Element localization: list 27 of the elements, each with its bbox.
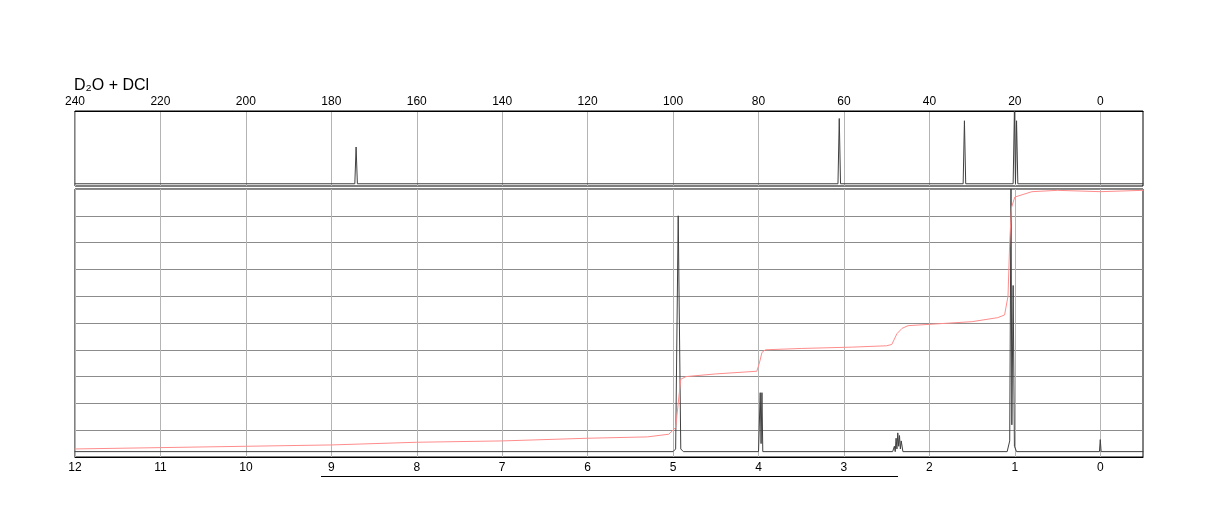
x-tick-label: 200 (235, 94, 257, 108)
x-tick-label: 10 (239, 460, 253, 474)
x-tick-label: 80 (751, 94, 766, 108)
x-tick-label: 220 (150, 94, 171, 108)
x-tick-label: 3 (840, 460, 848, 474)
x-tick-label: 1 (1011, 460, 1019, 474)
x-tick-label: 0 (1096, 460, 1104, 474)
x-tick-label: 20 (1008, 94, 1022, 108)
x-tick-label: 0 (1096, 94, 1104, 108)
x-tick-label: 60 (837, 94, 851, 108)
x-tick-label: 140 (492, 94, 513, 108)
x-tick-label: 40 (922, 94, 937, 108)
x-tick-label: 100 (663, 94, 684, 108)
x-tick-label: 160 (406, 94, 428, 108)
x-tick-label: 5 (669, 460, 677, 474)
x-tick-label: 8 (413, 460, 421, 474)
x-tick-label: 7 (498, 460, 506, 474)
x-tick-label: 180 (321, 94, 342, 108)
x-tick-label: 6 (584, 460, 592, 474)
x-tick-label: 9 (327, 460, 335, 474)
x-tick-label: 4 (755, 460, 763, 474)
x-tick-label: 2 (926, 460, 934, 474)
x-tick-label: 240 (64, 94, 86, 108)
x-tick-label: 12 (68, 460, 82, 474)
x-tick-label: 120 (577, 94, 598, 108)
x-tick-label: 11 (154, 460, 167, 474)
chart-title: D₂O + DCl (74, 75, 150, 93)
